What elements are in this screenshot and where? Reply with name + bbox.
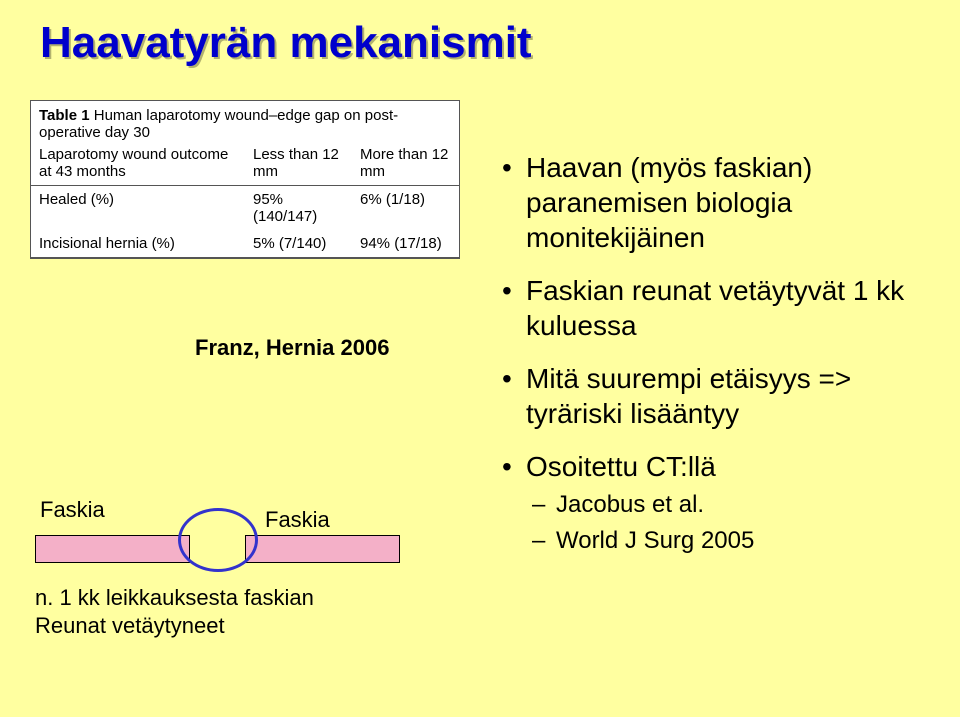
diagram-caption-line1: n. 1 kk leikkauksesta faskian [35,585,314,611]
bullet-item-text: Osoitettu CT:llä [526,451,716,482]
table-caption-prefix: Table 1 [39,107,90,124]
diagram-circle-icon [178,508,258,572]
slide-title: Haavatyrän mekanismit [40,18,532,68]
bullet-item: Osoitettu CT:llä Jacobus et al. World J … [500,449,920,556]
data-table: Table 1 Human laparotomy wound–edge gap … [30,100,460,259]
bullet-item: Haavan (myös faskian) paranemisen biolog… [500,150,920,255]
table-cell: 5% (7/140) [245,230,352,258]
table-row: Healed (%) 95% (140/147) 6% (1/18) [31,186,459,231]
diagram-bar-left [35,535,190,563]
diagram-label-left: Faskia [40,497,105,523]
table-cell: 6% (1/18) [352,186,459,231]
citation-text: Franz, Hernia 2006 [195,335,389,361]
table-cell: Incisional hernia (%) [31,230,245,258]
diagram-bar-right [245,535,400,563]
table-cell: 94% (17/18) [352,230,459,258]
table-header: More than 12 mm [352,141,459,186]
sub-bullet-item: World J Surg 2005 [526,526,920,556]
table-grid: Laparotomy wound outcome at 43 months Le… [31,141,459,258]
bullet-item: Faskian reunat vetäytyvät 1 kk kuluessa [500,273,920,343]
table-header: Less than 12 mm [245,141,352,186]
diagram-caption-line2: Reunat vetäytyneet [35,613,225,639]
sub-bullet-item: Jacobus et al. [526,490,920,520]
table-header: Laparotomy wound outcome at 43 months [31,141,245,186]
table-cell: Healed (%) [31,186,245,231]
table-caption-rest: Human laparotomy wound–edge gap on post-… [39,107,398,141]
table-row: Incisional hernia (%) 5% (7/140) 94% (17… [31,230,459,258]
table-cell: 95% (140/147) [245,186,352,231]
bullet-list: Haavan (myös faskian) paranemisen biolog… [500,150,920,574]
diagram-label-right: Faskia [265,507,330,533]
bullet-item: Mitä suurempi etäisyys => tyräriski lisä… [500,361,920,431]
table-caption: Table 1 Human laparotomy wound–edge gap … [31,101,459,141]
